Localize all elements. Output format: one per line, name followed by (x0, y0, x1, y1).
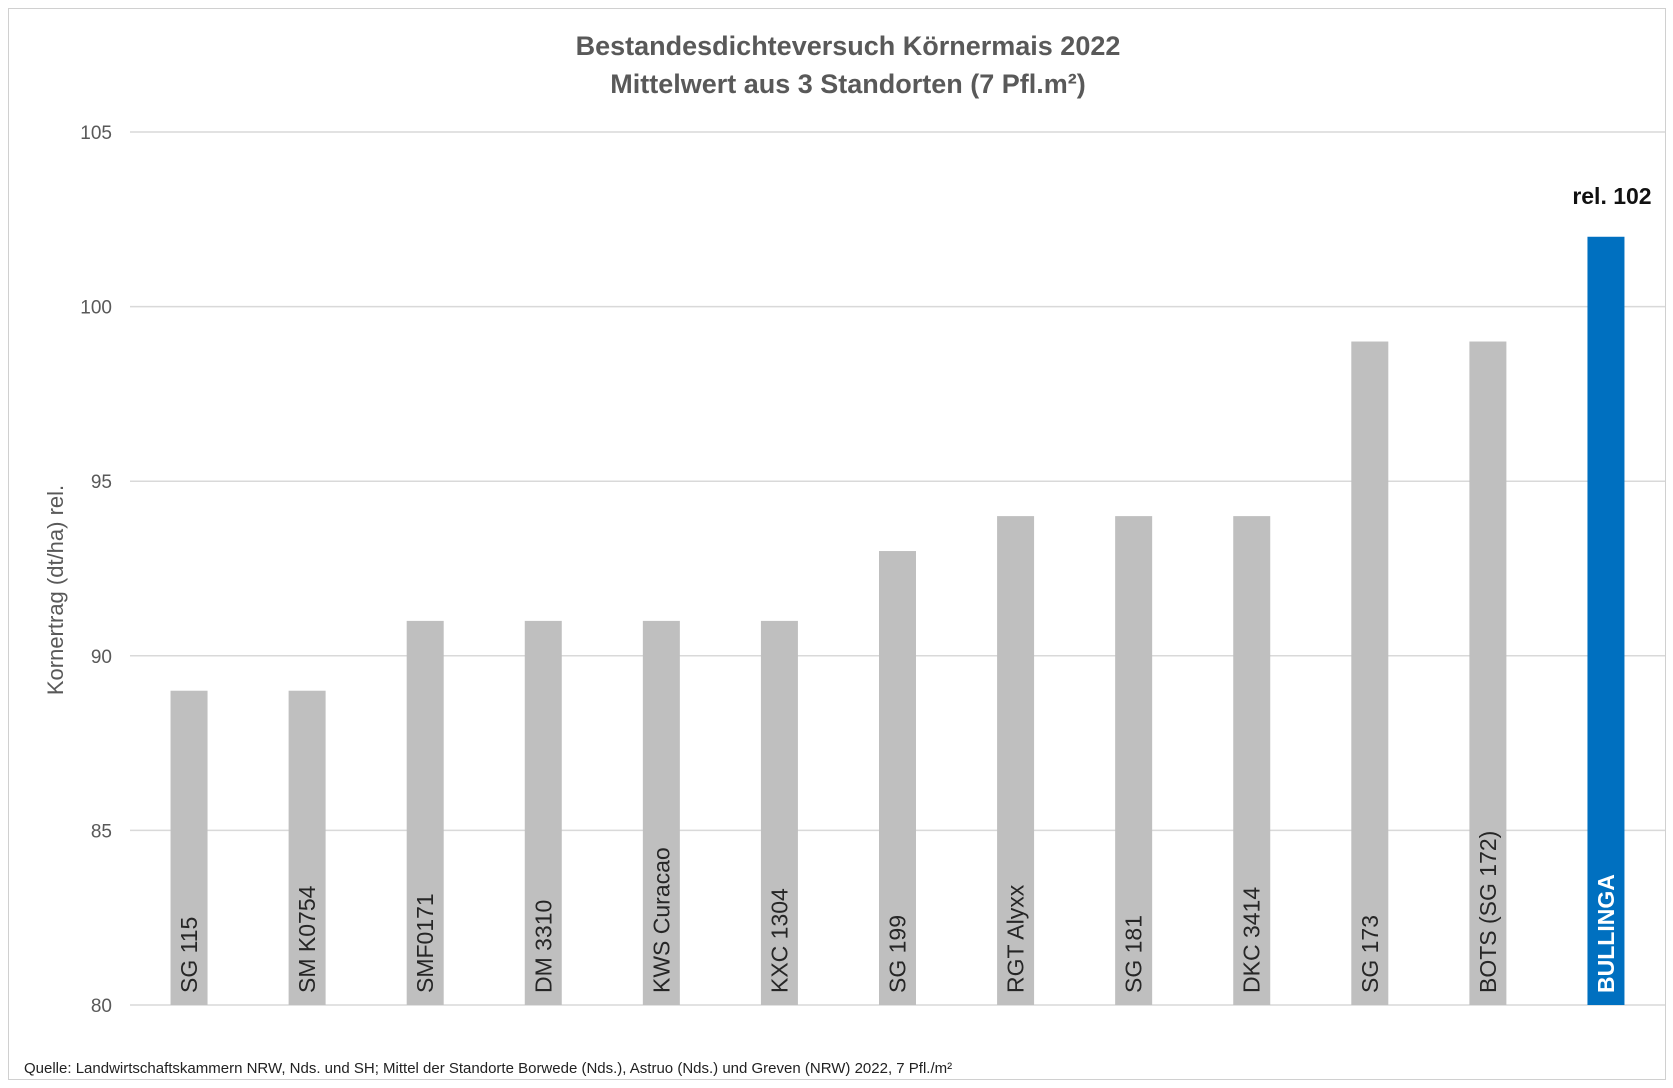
chart-subtitle: Mittelwert aus 3 Standorten (7 Pfl.m²) (610, 69, 1086, 99)
gridlines (130, 131, 1665, 1006)
y-tick-label: 90 (91, 647, 112, 668)
bar (642, 620, 680, 1005)
y-tick-label: 105 (80, 123, 112, 144)
category-label: SG 199 (885, 915, 911, 993)
bar (1233, 516, 1271, 1005)
category-label: SM K0754 (294, 885, 320, 993)
source-note: Quelle: Landwirtschaftskammern NRW, Nds.… (24, 1060, 953, 1077)
bar (1469, 341, 1507, 1005)
category-label: KWS Curacao (648, 847, 674, 993)
bar (288, 690, 326, 1005)
bar (170, 690, 208, 1005)
y-tick-label: 100 (80, 298, 112, 319)
category-label: SMF0171 (412, 893, 438, 993)
y-axis-label: Kornertrag (dt/ha) rel. (43, 485, 68, 695)
bar (997, 516, 1035, 1005)
category-label: BULLINGA (1593, 874, 1619, 993)
bar (406, 620, 444, 1005)
category-label: DM 3310 (530, 900, 556, 993)
bar (1587, 236, 1625, 1005)
bar (524, 620, 562, 1005)
bar (1351, 341, 1389, 1005)
category-label: RGT Alyxx (1003, 884, 1029, 993)
y-tick-label: 95 (91, 472, 112, 493)
bar (1115, 516, 1153, 1005)
y-axis-ticks: 80 85 90 95 100 105 (80, 123, 112, 1017)
bar (760, 620, 798, 1005)
bars (170, 236, 1625, 1005)
category-label: SG 181 (1121, 915, 1147, 993)
category-label: BOTS (SG 172) (1475, 831, 1501, 993)
y-tick-label: 85 (91, 821, 112, 842)
chart-frame (8, 8, 1666, 1080)
category-label: DKC 3414 (1239, 887, 1265, 993)
category-labels: SG 115 SM K0754 SMF0171 DM 3310 KWS Curacao K… (176, 831, 1619, 993)
bar (879, 551, 916, 1005)
chart-title: Bestandesdichteversuch Körnermais 2022 (576, 31, 1121, 61)
category-label: SG 115 (176, 917, 202, 993)
y-tick-label: 80 (91, 996, 112, 1017)
category-label: SG 173 (1357, 915, 1383, 993)
highlight-annotation: rel. 102 (1572, 183, 1651, 209)
category-label: KXC 1304 (766, 888, 792, 993)
